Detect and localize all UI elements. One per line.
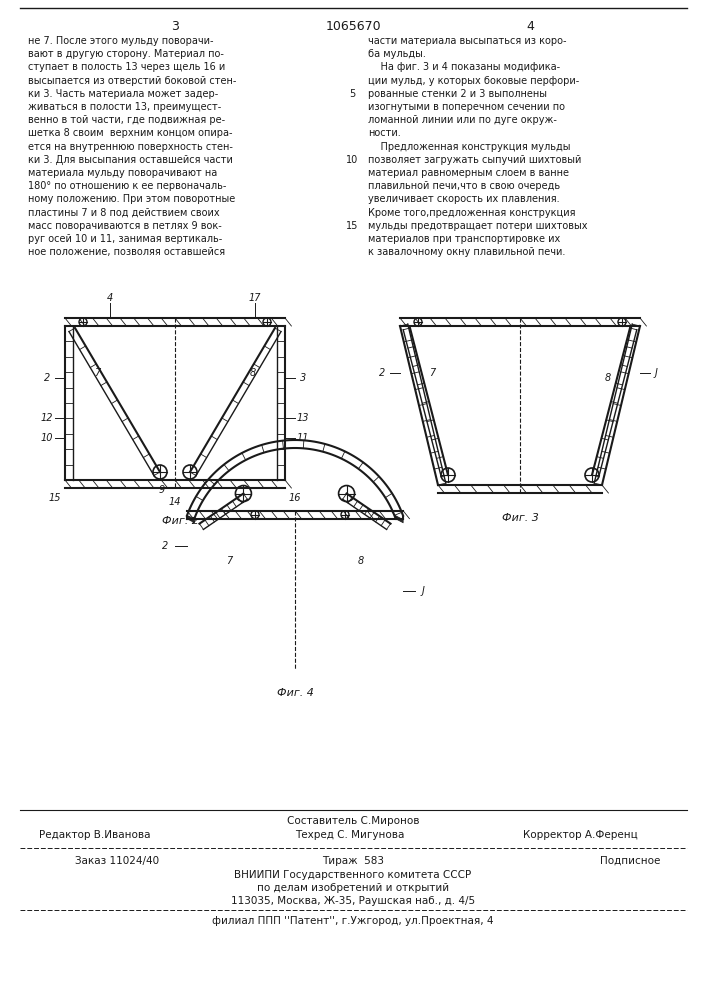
Text: Фиг. 4: Фиг. 4 [276,688,313,698]
Text: руг осей 10 и 11, занимая вертикаль-: руг осей 10 и 11, занимая вертикаль- [28,234,222,244]
Text: 15: 15 [49,493,62,503]
Text: ется на внутреннюю поверхность стен-: ется на внутреннюю поверхность стен- [28,142,233,152]
Text: ки 3. Часть материала может задер-: ки 3. Часть материала может задер- [28,89,218,99]
Text: 4: 4 [526,20,534,33]
Text: ции мульд, у которых боковые перфори-: ции мульд, у которых боковые перфори- [368,76,579,86]
Text: ступает в полость 13 через щель 16 и: ступает в полость 13 через щель 16 и [28,62,226,72]
Text: изогнутыми в поперечном сечении по: изогнутыми в поперечном сечении по [368,102,565,112]
Text: 12: 12 [41,413,53,423]
Text: шетка 8 своим  верхним концом опира-: шетка 8 своим верхним концом опира- [28,128,233,138]
Text: 2: 2 [379,368,385,378]
Text: J: J [655,368,658,378]
Text: мульды предотвращает потери шихтовых: мульды предотвращает потери шихтовых [368,221,588,231]
Text: ба мульды.: ба мульды. [368,49,426,59]
Text: 9: 9 [159,485,165,495]
Text: Фиг. 3: Фиг. 3 [501,513,539,523]
Text: 11: 11 [297,433,309,443]
Text: венно в той части, где подвижная ре-: венно в той части, где подвижная ре- [28,115,225,125]
Text: ломанной линии или по дуге окруж-: ломанной линии или по дуге окруж- [368,115,557,125]
Text: 8: 8 [250,368,256,378]
Text: 7: 7 [94,368,100,378]
Text: материала мульду поворачивают на: материала мульду поворачивают на [28,168,217,178]
Text: Заказ 11024/40: Заказ 11024/40 [75,856,159,866]
Text: Кроме того,предложенная конструкция: Кроме того,предложенная конструкция [368,208,575,218]
Text: Корректор А.Ференц: Корректор А.Ференц [522,830,638,840]
Text: увеличивает скорость их плавления.: увеличивает скорость их плавления. [368,194,560,204]
Text: 10: 10 [346,155,358,165]
Polygon shape [65,480,285,488]
Text: части материала высыпаться из коро-: части материала высыпаться из коро- [368,36,566,46]
Text: высыпается из отверстий боковой стен-: высыпается из отверстий боковой стен- [28,76,236,86]
Text: ки 3. Для высыпания оставшейся части: ки 3. Для высыпания оставшейся части [28,155,233,165]
Text: 2: 2 [44,373,50,383]
Text: Предложенная конструкция мульды: Предложенная конструкция мульды [368,142,571,152]
Text: 2: 2 [162,541,168,551]
Text: живаться в полости 13, преимущест-: живаться в полости 13, преимущест- [28,102,221,112]
Polygon shape [438,485,602,493]
Text: На фиг. 3 и 4 показаны модифика-: На фиг. 3 и 4 показаны модифика- [368,62,560,72]
Polygon shape [187,511,403,519]
Text: 3: 3 [171,20,179,33]
Text: J: J [421,586,424,596]
Text: 5: 5 [349,89,355,99]
Text: 113035, Москва, Ж-35, Раушская наб., д. 4/5: 113035, Москва, Ж-35, Раушская наб., д. … [231,896,475,906]
Polygon shape [65,318,285,326]
Text: по делам изобретений и открытий: по делам изобретений и открытий [257,883,449,893]
Text: масс поворачиваются в петлях 9 вок-: масс поворачиваются в петлях 9 вок- [28,221,222,231]
Text: материал равномерным слоем в ванне: материал равномерным слоем в ванне [368,168,569,178]
Text: пластины 7 и 8 под действием своих: пластины 7 и 8 под действием своих [28,208,220,218]
Text: филиал ППП ''Патент'', г.Ужгород, ул.Проектная, 4: филиал ППП ''Патент'', г.Ужгород, ул.Про… [212,916,493,926]
Text: материалов при транспортировке их: материалов при транспортировке их [368,234,560,244]
Text: 7: 7 [226,556,233,566]
Text: ВНИИПИ Государственного комитета СССР: ВНИИПИ Государственного комитета СССР [235,870,472,880]
Text: позволяет загружать сыпучий шихтовый: позволяет загружать сыпучий шихтовый [368,155,581,165]
Text: вают в другую сторону. Материал по-: вают в другую сторону. Материал по- [28,49,224,59]
Text: Фиг. 2: Фиг. 2 [162,516,199,526]
Text: 15: 15 [346,221,358,231]
Text: Тираж  583: Тираж 583 [322,856,384,866]
Text: 13: 13 [297,413,309,423]
Polygon shape [400,318,640,326]
Text: 10: 10 [41,433,53,443]
Text: 4: 4 [107,293,113,303]
Text: ности.: ности. [368,128,401,138]
Text: рованные стенки 2 и 3 выполнены: рованные стенки 2 и 3 выполнены [368,89,547,99]
Text: 17: 17 [249,293,262,303]
Text: 1065670: 1065670 [325,20,381,33]
Text: 8: 8 [358,556,363,566]
Text: плавильной печи,что в свою очередь: плавильной печи,что в свою очередь [368,181,560,191]
Text: ному положению. При этом поворотные: ному положению. При этом поворотные [28,194,235,204]
Text: 7: 7 [429,368,435,378]
Text: к завалочному окну плавильной печи.: к завалочному окну плавильной печи. [368,247,566,257]
Text: Техред С. Мигунова: Техред С. Мигунова [296,830,404,840]
Text: Составитель С.Миронов: Составитель С.Миронов [287,816,419,826]
Text: ное положение, позволяя оставшейся: ное положение, позволяя оставшейся [28,247,225,257]
Text: 14: 14 [169,497,181,507]
Text: не 7. После этого мульду поворачи-: не 7. После этого мульду поворачи- [28,36,214,46]
Text: Подписное: Подписное [600,856,660,866]
Text: 16: 16 [288,493,301,503]
Text: 3: 3 [300,373,306,383]
Text: 8: 8 [605,373,611,383]
Text: Редактор В.Иванова: Редактор В.Иванова [40,830,151,840]
Text: 180° по отношению к ее первоначаль-: 180° по отношению к ее первоначаль- [28,181,226,191]
